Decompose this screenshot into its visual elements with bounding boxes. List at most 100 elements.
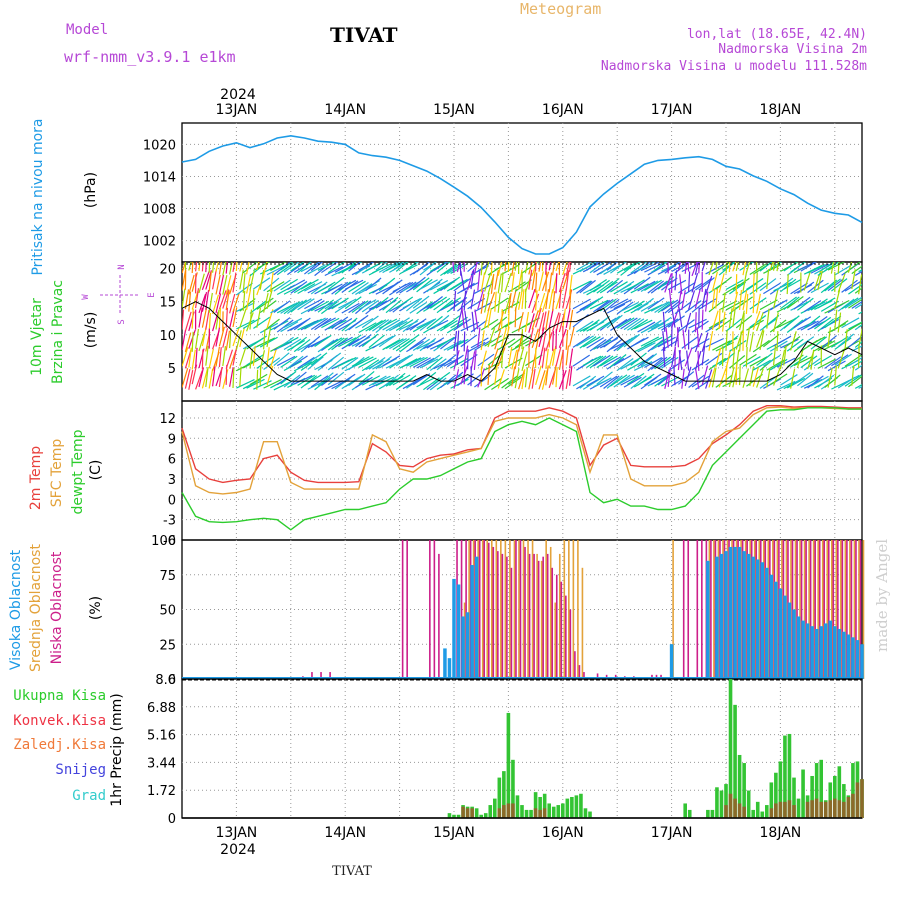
- wind-barb: [756, 293, 761, 314]
- wind-barb: [599, 355, 618, 367]
- wind-barb: [565, 308, 571, 329]
- wind-barb: [433, 297, 451, 311]
- wind-label-2: Brzina i Pravac: [50, 280, 66, 384]
- wind-barb: [610, 281, 628, 293]
- wind-barb: [290, 355, 308, 368]
- wind-barb: [249, 309, 253, 330]
- wind-barb: [327, 337, 345, 351]
- wind-barb: [368, 334, 385, 349]
- mid-cloud-bar: [554, 602, 557, 679]
- conv-precip-bar: [506, 803, 511, 818]
- wind-barb: [300, 319, 319, 331]
- wind-barb: [548, 272, 553, 293]
- wind-barb: [338, 298, 357, 309]
- wind-barb: [372, 375, 391, 386]
- wind-barb: [562, 369, 564, 390]
- wind-barb: [535, 365, 542, 386]
- meteogram-label: Meteogram: [520, 0, 601, 18]
- wind-barb: [426, 315, 443, 330]
- wind-barb: [355, 317, 374, 329]
- wind-barb: [314, 334, 332, 347]
- wind-barb: [236, 379, 255, 389]
- low-cloud-bar: [569, 609, 572, 679]
- wind-barb: [824, 374, 841, 388]
- wind-barb: [827, 262, 846, 271]
- conv-precip-bar: [769, 808, 774, 818]
- low-cloud-bar: [809, 540, 812, 679]
- wind-barb: [280, 262, 294, 271]
- mid-cloud-bar: [817, 540, 819, 679]
- wind-barb: [184, 332, 192, 353]
- wind-barb: [565, 345, 570, 366]
- wind-barb: [817, 297, 836, 309]
- wind-barb: [341, 302, 360, 314]
- wind-barb: [586, 296, 604, 309]
- wind-barb: [528, 313, 535, 333]
- conv-precip-bar: [792, 805, 796, 818]
- wind-barbs: [182, 262, 862, 391]
- wind-barb: [348, 373, 366, 386]
- wind-barb: [232, 262, 236, 272]
- wind-barb: [426, 337, 445, 349]
- wind-barb: [494, 329, 502, 350]
- top-day-label: 13JAN: [216, 102, 258, 118]
- wind-barb: [793, 356, 813, 367]
- mid-cloud-bar: [568, 540, 570, 679]
- total-precip-bar: [502, 771, 506, 818]
- wind-barb: [191, 349, 196, 370]
- wind-barb: [582, 336, 601, 348]
- wind-barb: [633, 276, 651, 290]
- wind-barb: [541, 262, 544, 272]
- wind-barb: [399, 339, 416, 353]
- wind-barb: [718, 368, 727, 388]
- wind-barb: [647, 297, 665, 310]
- wind-barb: [766, 269, 770, 290]
- wind-barb: [504, 272, 512, 293]
- wind-barb: [501, 301, 520, 313]
- wind-barb: [365, 380, 384, 391]
- wind-barb: [215, 293, 222, 314]
- wind-barb: [538, 312, 545, 333]
- conv-precip-bar: [774, 803, 778, 818]
- wind-barb: [824, 278, 841, 292]
- total-precip-bar: [556, 805, 561, 818]
- wind-barb: [593, 377, 612, 388]
- wind-barb: [599, 375, 618, 388]
- high-cloud-bar: [465, 612, 470, 679]
- bottom-day-labels: 13JAN 14JAN 15JAN 16JAN 17JAN 18JAN: [216, 825, 802, 841]
- wind-barb: [783, 278, 802, 290]
- wind-barb: [603, 277, 620, 292]
- wind-barb: [256, 262, 260, 271]
- wind-barb: [440, 319, 458, 332]
- total-precip-bar: [778, 761, 783, 818]
- model-name: wrf-nmm_v3.9.1 e1km: [64, 48, 236, 66]
- wind-barb: [752, 359, 771, 371]
- conv-precip-bar: [814, 798, 819, 818]
- wind-barb: [423, 262, 438, 271]
- compass-n: N: [117, 264, 127, 269]
- wind-barb: [763, 282, 781, 295]
- wind-barb: [610, 354, 627, 368]
- wind-barb: [637, 297, 654, 311]
- wind-barb: [304, 353, 322, 366]
- wind-barb: [831, 299, 850, 311]
- wind-barb: [511, 366, 516, 387]
- wind-barb: [317, 339, 335, 353]
- wind-barb: [820, 300, 839, 312]
- wind-barb: [817, 270, 823, 291]
- wind-barb: [433, 262, 449, 272]
- wind-barb: [372, 319, 390, 332]
- wind-barb: [266, 327, 272, 348]
- mid-cloud-bar: [577, 540, 579, 679]
- high-cloud-bar: [851, 637, 855, 679]
- wind-barb: [756, 311, 764, 332]
- wind-barb: [338, 356, 357, 367]
- wind-barb: [300, 278, 319, 290]
- wind-barb: [732, 262, 737, 272]
- wind-barb: [654, 335, 672, 347]
- cloud-ytick-label: 25: [159, 638, 176, 653]
- wind-barb: [637, 354, 655, 368]
- wind-barb: [307, 264, 326, 275]
- wind-barb: [460, 354, 478, 367]
- cloud-ytick-label: 75: [159, 569, 176, 584]
